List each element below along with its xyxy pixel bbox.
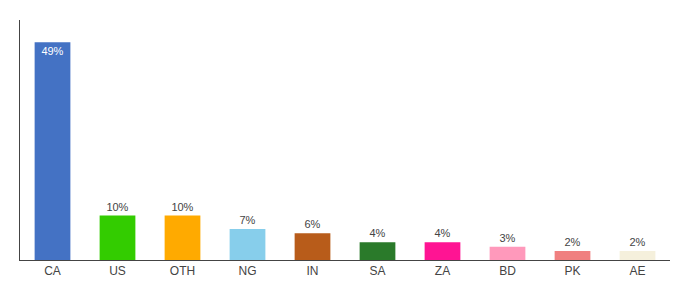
- svg-text:6%: 6%: [304, 218, 320, 230]
- svg-text:US: US: [109, 264, 126, 278]
- svg-text:10%: 10%: [106, 201, 128, 213]
- svg-text:ZA: ZA: [435, 264, 450, 278]
- svg-text:NG: NG: [239, 264, 257, 278]
- svg-text:AE: AE: [629, 264, 645, 278]
- svg-text:OTH: OTH: [170, 264, 195, 278]
- svg-text:49%: 49%: [41, 45, 63, 57]
- svg-text:7%: 7%: [239, 214, 255, 226]
- svg-text:2%: 2%: [564, 236, 580, 248]
- svg-text:3%: 3%: [499, 232, 515, 244]
- svg-text:10%: 10%: [171, 201, 193, 213]
- svg-text:SA: SA: [369, 264, 385, 278]
- svg-text:PK: PK: [564, 264, 580, 278]
- svg-text:BD: BD: [499, 264, 516, 278]
- svg-text:4%: 4%: [369, 227, 385, 239]
- svg-text:4%: 4%: [434, 227, 450, 239]
- svg-text:2%: 2%: [629, 236, 645, 248]
- svg-text:IN: IN: [307, 264, 319, 278]
- svg-text:CA: CA: [44, 264, 61, 278]
